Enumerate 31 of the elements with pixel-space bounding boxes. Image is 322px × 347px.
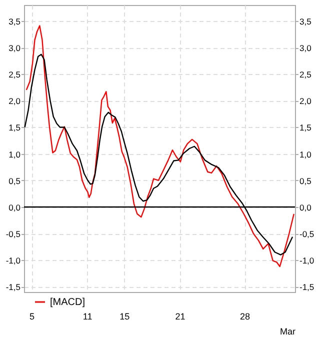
y-tick-label: -1,5: [6, 282, 21, 292]
x-tick-label: 15: [120, 312, 130, 322]
y2-tick-label: 0,0: [300, 202, 312, 212]
x-tick-label: 5: [29, 312, 35, 322]
y-tick-label: 3,5: [8, 16, 21, 26]
y2-tick-label: 1,0: [300, 149, 312, 160]
y-tick-label: 0,0: [8, 202, 21, 212]
y2-tick-label: 3,0: [300, 43, 312, 54]
y2-tick-label: -1,5: [300, 282, 314, 292]
y-tick-label: 2,5: [8, 70, 21, 80]
line-series: [24, 54, 293, 256]
y2-tick-label: 2,5: [300, 70, 312, 80]
y2-tick-label: 1,5: [300, 122, 312, 133]
y-tick-label: -1,0: [6, 256, 21, 266]
y-tick-label: 1,0: [8, 149, 21, 160]
y2-tick-label: -1,0: [300, 256, 314, 266]
legend-label: [MACD]: [50, 297, 86, 308]
x-axis-title: Mar: [280, 326, 296, 336]
y-tick-label: -0,5: [6, 229, 21, 240]
y-tick-label: 0,5: [8, 176, 21, 186]
y-tick-label: 1,5: [8, 122, 21, 133]
x-tick-label: 28: [240, 312, 250, 322]
y2-tick-label: 3,5: [300, 16, 312, 26]
x-tick-label: 21: [175, 312, 186, 322]
y-tick-label: 3,0: [8, 43, 21, 54]
y-tick-label: 2,0: [8, 96, 21, 106]
line-series: [26, 25, 294, 268]
y2-tick-label: -0,5: [300, 229, 314, 240]
x-tick-label: 11: [82, 312, 92, 322]
y2-tick-label: 2,0: [300, 96, 312, 106]
y2-tick-label: 0,5: [300, 176, 312, 186]
